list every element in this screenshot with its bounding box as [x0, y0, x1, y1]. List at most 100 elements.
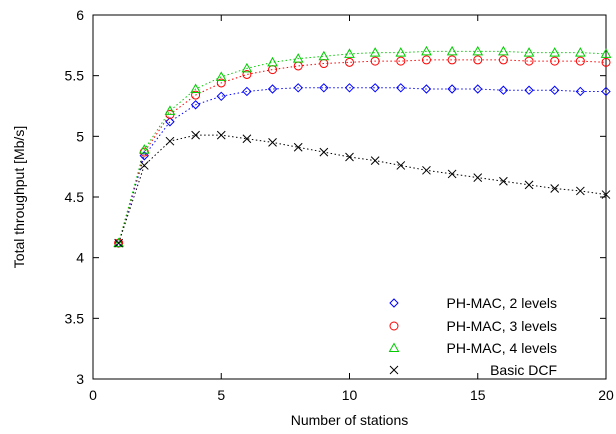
data-point-series-1	[165, 117, 175, 127]
data-point-series-1	[216, 91, 226, 102]
legend-label: PH-MAC, 2 levels	[447, 295, 557, 311]
data-point-series-3	[421, 45, 432, 56]
data-point-series-2	[370, 56, 380, 66]
data-point-series-2	[550, 56, 560, 66]
data-point-series-1	[524, 85, 534, 95]
data-point-series-3	[113, 237, 125, 248]
data-point-series-2	[601, 57, 611, 67]
series-line-3	[118, 50, 607, 244]
data-point-series-2	[216, 78, 226, 88]
data-point-series-3	[446, 45, 458, 56]
data-point-series-1	[242, 86, 252, 97]
data-point-series-4	[396, 161, 406, 170]
data-point-series-2	[447, 55, 457, 65]
data-point-series-3	[267, 56, 278, 67]
data-point-series-1	[344, 83, 355, 93]
data-point-series-1	[267, 84, 278, 94]
data-point-series-1	[319, 83, 329, 93]
data-point-series-4	[191, 130, 200, 140]
series-markers	[113, 45, 612, 248]
data-point-series-3	[241, 62, 253, 73]
data-point-series-4	[139, 161, 149, 170]
data-point-series-4	[293, 142, 303, 152]
data-point-series-1	[498, 85, 509, 95]
data-point-series-2	[473, 55, 483, 65]
series-line-1	[118, 87, 606, 244]
data-point-series-3	[318, 50, 330, 61]
data-point-series-3	[164, 105, 176, 115]
legend-marker	[388, 342, 400, 352]
legend: PH-MAC, 2 levels PH-MAC, 3 levels PH-MAC, …	[388, 295, 557, 378]
legend-label: Basic DCF	[490, 362, 557, 378]
data-point-series-3	[498, 45, 509, 56]
legend-marker	[389, 321, 399, 331]
data-point-series-2	[242, 69, 252, 79]
axis-tick-labels: 0 5 10 15 20 3 3.5 4 4.5 5 5.5 6	[65, 7, 614, 403]
data-point-series-3	[574, 47, 586, 57]
data-point-series-4	[114, 238, 124, 248]
legend-label: PH-MAC, 3 levels	[447, 318, 557, 334]
data-point-series-4	[550, 184, 560, 193]
y-tick-label: 4	[76, 250, 84, 266]
data-point-series-1	[601, 86, 611, 97]
legend-marker	[389, 298, 399, 308]
data-point-series-4	[242, 134, 252, 144]
data-point-series-1	[421, 84, 432, 94]
data-point-series-1	[370, 83, 380, 93]
data-point-series-1	[396, 83, 406, 93]
data-point-series-3	[600, 48, 612, 58]
data-point-series-3	[344, 48, 355, 58]
data-point-series-1	[139, 151, 150, 161]
data-point-series-1	[473, 84, 483, 94]
data-point-series-3	[549, 47, 561, 57]
series-line-4	[118, 134, 607, 244]
data-point-series-3	[369, 47, 381, 57]
data-point-series-4	[499, 176, 508, 186]
data-point-series-3	[215, 71, 227, 81]
data-point-series-1	[549, 85, 560, 95]
y-tick-label: 3	[76, 371, 84, 387]
data-point-series-4	[601, 190, 611, 199]
data-point-series-3	[292, 53, 304, 63]
data-point-series-4	[473, 173, 483, 182]
data-point-series-2	[498, 55, 508, 65]
legend-label: PH-MAC, 4 levels	[447, 340, 557, 356]
data-point-series-3	[395, 47, 407, 57]
x-tick-label: 10	[342, 387, 358, 403]
data-point-series-2	[345, 57, 354, 67]
data-point-series-1	[293, 83, 303, 93]
data-point-series-1	[190, 100, 201, 110]
data-point-series-4	[524, 180, 534, 190]
y-tick-label: 3.5	[65, 310, 85, 326]
data-point-series-2	[396, 56, 406, 66]
y-tick-label: 4.5	[65, 189, 85, 205]
data-point-series-4	[165, 136, 175, 146]
y-tick-label: 5.5	[65, 68, 85, 84]
data-point-series-4	[216, 130, 226, 140]
data-point-series-3	[523, 47, 535, 57]
y-axis-title: Total throughput [Mb/s]	[11, 126, 27, 268]
data-point-series-3	[138, 144, 150, 154]
series-line-2	[118, 59, 607, 244]
x-tick-label: 15	[470, 387, 486, 403]
x-tick-label: 20	[598, 387, 614, 403]
data-point-series-3	[190, 83, 201, 94]
data-point-series-2	[575, 56, 585, 66]
data-point-series-4	[575, 186, 585, 196]
data-point-series-4	[422, 165, 431, 175]
y-tick-label: 5	[76, 128, 84, 144]
x-tick-label: 0	[89, 387, 97, 403]
x-axis-title: Number of stations	[291, 412, 409, 428]
data-point-series-1	[447, 84, 457, 94]
data-point-series-2	[191, 90, 201, 100]
series-lines	[118, 50, 607, 244]
data-point-series-4	[319, 147, 329, 157]
data-point-series-3	[472, 45, 484, 56]
data-point-series-4	[268, 138, 277, 147]
data-point-series-4	[345, 152, 354, 162]
y-tick-label: 6	[76, 7, 84, 23]
data-point-series-1	[575, 86, 586, 97]
data-point-series-4	[370, 156, 380, 165]
data-point-series-4	[447, 169, 457, 179]
legend-marker	[389, 365, 399, 375]
